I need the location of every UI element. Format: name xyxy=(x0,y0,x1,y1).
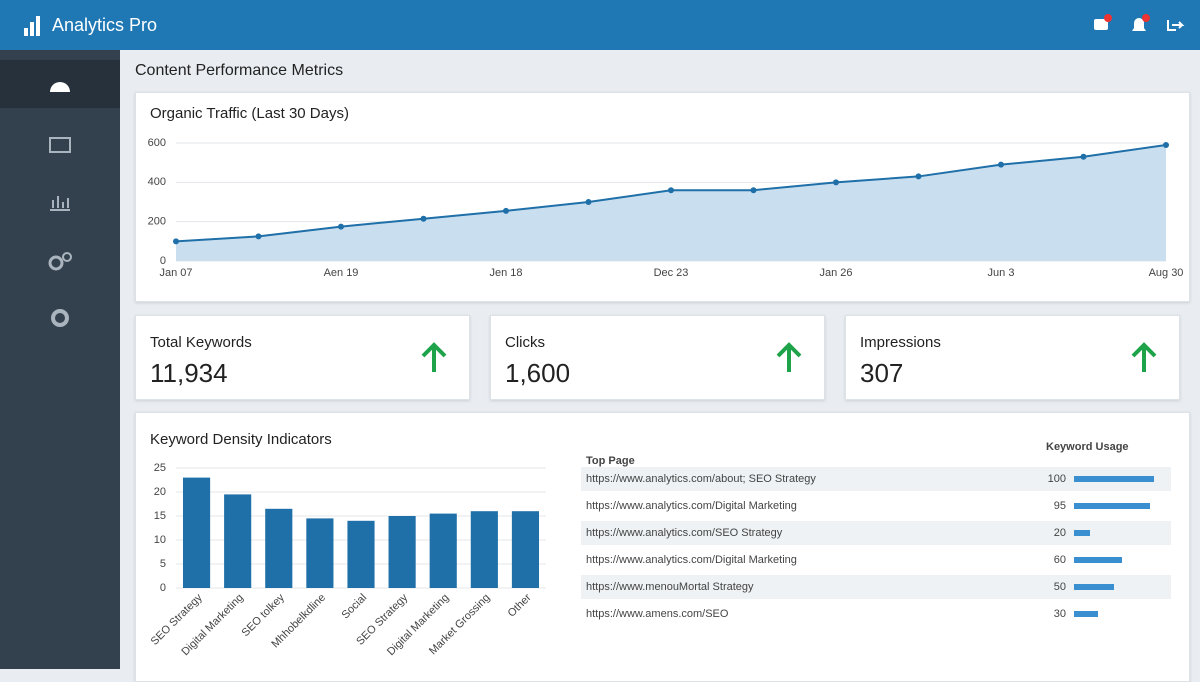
kpi-value: 1,600 xyxy=(505,358,571,388)
x-tick-label: Aen 19 xyxy=(324,267,359,279)
kpi-label: Total Keywords xyxy=(150,334,252,351)
y-tick-label: 15 xyxy=(154,510,166,522)
point xyxy=(173,238,179,245)
y-tick-label: 20 xyxy=(154,486,166,498)
page-url: https://www.analytics.com/Digital Market… xyxy=(586,554,797,566)
usage-value: 60 xyxy=(1054,554,1066,566)
bar xyxy=(306,518,334,588)
y-tick-label: 10 xyxy=(154,534,166,546)
usage-bar xyxy=(1074,530,1090,536)
page-url: https://www.analytics.com/SEO Strategy xyxy=(586,527,783,539)
y-tick-label: 5 xyxy=(160,558,166,570)
point xyxy=(255,233,262,240)
y-tick-label: 200 xyxy=(148,216,166,228)
page-url: https://www.analytics.com/Digital Market… xyxy=(586,500,797,512)
density-card: Keyword Density Indicators 0 5 10 15 20 25 SEO… xyxy=(135,412,1190,682)
x-tick-label: Social xyxy=(339,592,369,622)
row-bg xyxy=(581,521,1171,545)
y-tick-label: 25 xyxy=(154,462,166,474)
kpi-card: Total Keywords 11,934 xyxy=(135,315,470,400)
point xyxy=(503,207,509,214)
chart-title: Keyword Density Indicators xyxy=(150,431,332,448)
header: Analytics Pro xyxy=(0,0,1200,50)
column-header: Top Page xyxy=(586,455,635,467)
usage-value: 20 xyxy=(1054,527,1066,539)
traffic-card: Organic Traffic (Last 30 Days) 0 200 400 60… xyxy=(135,92,1190,302)
point xyxy=(998,161,1004,168)
x-tick-label: Jen 18 xyxy=(489,267,522,279)
point xyxy=(1163,141,1169,148)
usage-bar xyxy=(1074,611,1098,617)
sidebar-icons[interactable] xyxy=(0,50,120,350)
kpi-label: Impressions xyxy=(860,334,941,351)
app-title: Analytics Pro xyxy=(52,15,158,35)
bar xyxy=(347,520,375,588)
point xyxy=(420,215,427,222)
page-url: https://www.amens.com/SEO xyxy=(586,608,729,620)
bar xyxy=(265,508,293,588)
usage-value: 100 xyxy=(1048,473,1066,485)
x-tick-label: Aug 30 xyxy=(1149,267,1184,279)
top-pages-table: Top Page Keyword Usage https://www.analyti… xyxy=(581,441,1171,620)
logo xyxy=(24,16,40,36)
up-arrow xyxy=(776,342,802,372)
usage-value: 95 xyxy=(1054,500,1066,512)
sidebar xyxy=(0,50,120,669)
x-tick-label: Jan 07 xyxy=(159,267,192,279)
header-icons[interactable] xyxy=(1080,0,1190,50)
x-tick-label: Dec 23 xyxy=(654,267,689,279)
bar xyxy=(388,516,416,588)
point xyxy=(585,199,592,205)
page-title: Content Performance Metrics xyxy=(135,62,344,79)
y-tick-label: 400 xyxy=(148,176,166,188)
y-tick-label: 600 xyxy=(148,137,166,149)
usage-value: 30 xyxy=(1054,608,1066,620)
up-arrow xyxy=(1131,342,1157,372)
kpi-card: Impressions 307 xyxy=(845,315,1180,400)
page-url: https://www.analytics.com/about; SEO Str… xyxy=(586,473,816,485)
usage-bar xyxy=(1074,557,1122,563)
usage-bar xyxy=(1074,503,1150,509)
point xyxy=(1080,153,1087,160)
page-url: https://www.menouMortal Strategy xyxy=(586,581,754,593)
point xyxy=(750,187,757,194)
x-tick-label: Other xyxy=(506,591,534,619)
line-chart: 0 200 400 600 Jan 07 Aen 19 Jen 18 Dec 23 Jan 26… xyxy=(148,137,1184,279)
usage-bar xyxy=(1074,476,1154,482)
row-bg xyxy=(581,575,1171,599)
kpi-value: 11,934 xyxy=(150,358,228,388)
y-tick-label: 0 xyxy=(160,582,166,594)
up-arrow xyxy=(421,342,447,372)
area xyxy=(176,144,1166,261)
point xyxy=(338,223,344,230)
row-bg xyxy=(581,467,1171,491)
bar xyxy=(224,494,252,588)
bar xyxy=(511,511,540,588)
column-header: Keyword Usage xyxy=(1046,441,1129,453)
bar xyxy=(429,513,457,588)
point xyxy=(833,179,839,186)
point xyxy=(915,173,922,180)
kpi-label: Clicks xyxy=(505,334,545,351)
x-tick-label: Jan 26 xyxy=(819,267,852,279)
kpi-card: Clicks 1,600 xyxy=(490,315,825,400)
x-tick-label: Jun 3 xyxy=(988,267,1015,279)
y-tick-label: 0 xyxy=(160,255,166,267)
usage-bar xyxy=(1074,584,1114,590)
chart-title: Organic Traffic (Last 30 Days) xyxy=(150,105,349,122)
kpi-value: 307 xyxy=(860,358,904,388)
bar xyxy=(182,477,211,588)
point xyxy=(668,187,674,194)
bar xyxy=(470,511,498,588)
usage-value: 50 xyxy=(1054,581,1066,593)
